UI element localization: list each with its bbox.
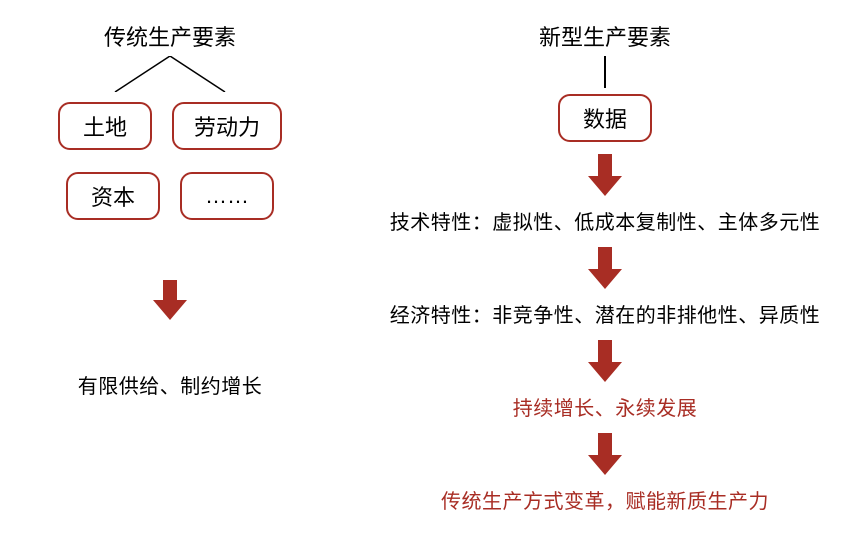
growth-line: 持续增长、永续发展 <box>513 392 698 421</box>
left-column: 传统生产要素 土地 劳动力 资本 …… 有限供给、制约增长 <box>40 0 300 399</box>
right-column: 新型生产要素 数据 技术特性：虚拟性、低成本复制性、主体多元性 经济特性：非竞争… <box>370 0 840 514</box>
arrow-1 <box>588 154 622 196</box>
box-land: 土地 <box>58 102 152 150</box>
left-boxes-row1: 土地 劳动力 <box>58 102 282 150</box>
left-conclusion: 有限供给、制约增长 <box>78 370 263 399</box>
left-boxes-row2: 资本 …… <box>66 172 274 220</box>
final-line: 传统生产方式变革，赋能新质生产力 <box>441 485 769 514</box>
right-title: 新型生产要素 <box>539 20 671 52</box>
tech-line: 技术特性：虚拟性、低成本复制性、主体多元性 <box>390 206 821 235</box>
econ-line: 经济特性：非竞争性、潜在的非排他性、异质性 <box>390 299 821 328</box>
arrow-3 <box>588 340 622 382</box>
arrow-4 <box>588 433 622 475</box>
box-etc: …… <box>180 172 274 220</box>
left-title: 传统生产要素 <box>104 20 236 52</box>
box-data: 数据 <box>558 94 652 142</box>
left-fork <box>65 56 275 92</box>
left-arrow <box>153 280 187 320</box>
arrow-2 <box>588 247 622 289</box>
box-labor: 劳动力 <box>172 102 282 150</box>
right-stem <box>604 56 606 88</box>
box-capital: 资本 <box>66 172 160 220</box>
